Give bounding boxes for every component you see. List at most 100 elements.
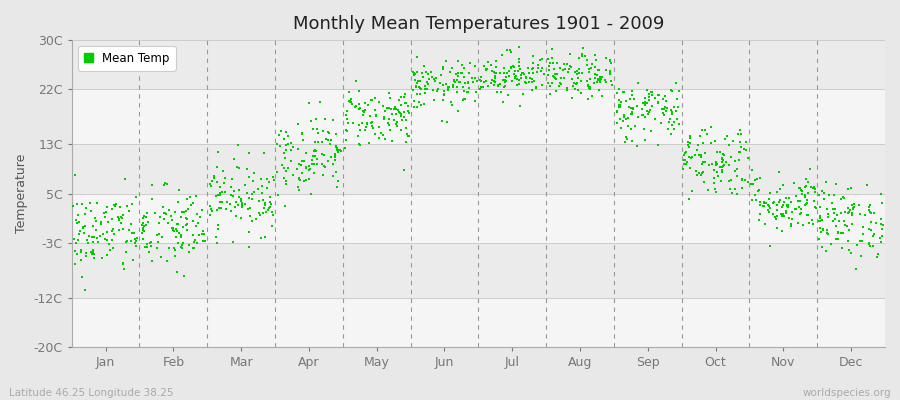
Point <box>481 83 495 90</box>
Point <box>826 205 841 212</box>
Point <box>727 168 742 174</box>
Point <box>774 211 788 217</box>
Point <box>329 130 344 137</box>
Point <box>479 67 493 73</box>
Point <box>704 124 718 130</box>
Point <box>107 203 122 209</box>
Point <box>730 166 744 172</box>
Point <box>667 126 681 132</box>
Point <box>451 108 465 114</box>
Point <box>493 88 508 95</box>
Point <box>153 214 167 220</box>
Point <box>592 74 607 80</box>
Point <box>330 144 345 151</box>
Point <box>696 168 710 175</box>
Point <box>604 60 618 66</box>
Point <box>231 142 246 148</box>
Point <box>840 222 854 229</box>
Point <box>279 181 293 188</box>
Point <box>74 247 88 253</box>
Point <box>352 122 366 128</box>
Point <box>831 230 845 236</box>
Point <box>116 225 130 232</box>
Point <box>474 74 489 80</box>
Point <box>179 220 194 227</box>
Point <box>819 247 833 254</box>
Point <box>439 81 454 88</box>
Point <box>368 95 382 102</box>
Point <box>806 221 820 228</box>
Point <box>382 126 397 133</box>
Point <box>624 125 638 132</box>
Point <box>401 107 416 114</box>
Point <box>241 150 256 156</box>
Point <box>329 146 344 153</box>
Point <box>806 184 821 190</box>
Point <box>681 139 696 146</box>
Point <box>430 86 445 92</box>
Point <box>224 192 238 198</box>
Point <box>527 78 542 84</box>
Point <box>284 140 298 147</box>
Point <box>210 240 224 246</box>
Point <box>491 88 505 95</box>
Point <box>257 200 272 206</box>
Point <box>204 182 219 189</box>
Point <box>655 110 670 116</box>
Point <box>415 70 429 76</box>
Point <box>575 53 590 60</box>
Point <box>104 205 119 212</box>
Point <box>246 178 260 184</box>
Point <box>583 76 598 82</box>
Point <box>661 126 675 132</box>
Point <box>180 196 194 202</box>
Point <box>212 199 227 206</box>
Point <box>428 75 443 81</box>
Point <box>378 136 392 142</box>
Point <box>68 172 82 178</box>
Point <box>299 164 313 171</box>
Bar <box>72 194 885 243</box>
Point <box>291 121 305 127</box>
Point <box>683 155 698 161</box>
Point <box>738 177 752 183</box>
Point <box>310 130 325 136</box>
Point <box>229 199 243 206</box>
Point <box>304 161 319 168</box>
Point <box>242 174 256 180</box>
Point <box>154 254 168 260</box>
Point <box>245 218 259 224</box>
Point <box>837 195 851 202</box>
Point <box>376 103 391 109</box>
Point <box>513 66 527 72</box>
Point <box>266 211 280 218</box>
Point <box>797 202 812 208</box>
Point <box>418 90 432 96</box>
Point <box>399 100 413 106</box>
Point <box>821 211 835 218</box>
Point <box>733 127 747 133</box>
Point <box>77 287 92 294</box>
Point <box>753 175 768 181</box>
Point <box>141 218 156 225</box>
Point <box>198 238 212 244</box>
Point <box>853 252 868 259</box>
Point <box>850 242 865 248</box>
Bar <box>72 243 885 298</box>
Point <box>561 69 575 75</box>
Point <box>179 214 194 221</box>
Point <box>572 66 586 72</box>
Point <box>631 114 645 120</box>
Point <box>593 78 608 84</box>
Point <box>307 148 321 155</box>
Point <box>194 214 208 220</box>
Point <box>803 166 817 172</box>
Point <box>610 108 625 114</box>
Point <box>845 210 859 216</box>
Point <box>149 245 164 251</box>
Point <box>397 167 411 174</box>
Point <box>718 136 733 142</box>
Point <box>217 180 231 186</box>
Point <box>695 161 709 167</box>
Point <box>852 202 867 208</box>
